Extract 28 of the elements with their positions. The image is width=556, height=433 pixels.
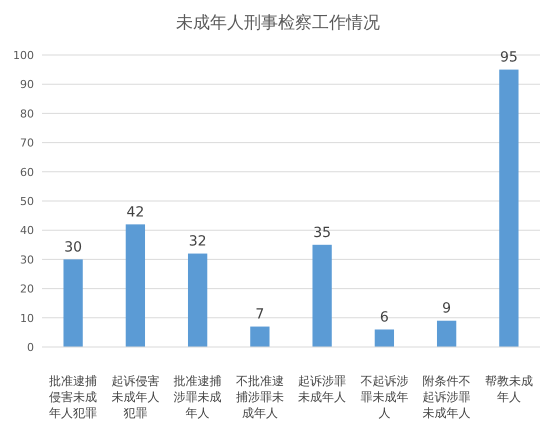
y-tick-label: 30 xyxy=(20,253,34,266)
data-label: 42 xyxy=(126,204,144,220)
y-tick-label: 10 xyxy=(20,312,34,325)
title: 未成年人刑事检察工作情况 xyxy=(176,13,380,33)
y-tick-label: 50 xyxy=(20,195,34,208)
y-tick-label: 90 xyxy=(20,78,34,92)
x-tick-label: 起诉涉罪未成年人 xyxy=(298,374,346,404)
data-label: 32 xyxy=(188,234,207,250)
x-tick-label: 不起诉涉罪未成年人 xyxy=(360,374,408,420)
y-tick-label: 40 xyxy=(20,224,34,238)
y-tick-label: 70 xyxy=(20,136,34,150)
data-label: 30 xyxy=(64,239,82,256)
x-tick-label: 批准逮捕涉罪未成年人 xyxy=(174,374,222,420)
x-tick-label: 起诉侵害未成年人犯罪 xyxy=(111,374,160,420)
x-tick-label: 批准逮捕侵害未成年人犯罪 xyxy=(49,374,98,420)
data-label: 9 xyxy=(442,300,452,317)
y-tick-label: 0 xyxy=(27,341,34,354)
data-label: 7 xyxy=(255,306,264,323)
y-tick-label: 20 xyxy=(20,282,34,296)
y-tick-label: 60 xyxy=(20,166,34,179)
y-tick-label: 100 xyxy=(13,49,34,62)
x-tick-label: 不批准逮捕涉罪未成年人 xyxy=(236,374,284,420)
data-label: 35 xyxy=(313,224,332,241)
x-tick-label: 帮教未成年人 xyxy=(484,374,533,404)
x-tick-label: 附条件不起诉涉罪未成年人 xyxy=(422,374,471,420)
data-label: 95 xyxy=(500,50,518,66)
data-label: 6 xyxy=(380,309,389,326)
y-tick-label: 80 xyxy=(20,107,34,120)
